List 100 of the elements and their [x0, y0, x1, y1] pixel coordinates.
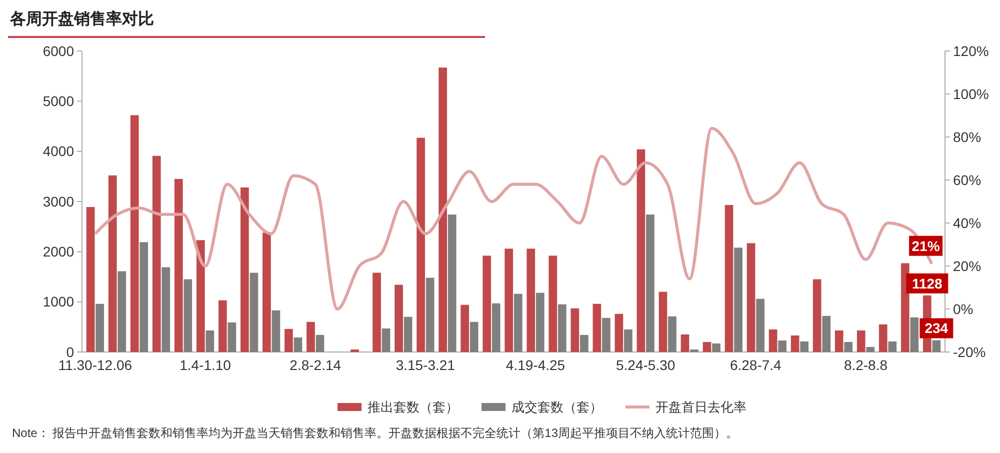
bar	[690, 349, 698, 352]
y2-tick-label: 60%	[953, 172, 982, 188]
y-tick-label: 0	[66, 344, 74, 360]
bar	[250, 272, 258, 352]
bar	[404, 316, 412, 352]
x-tick-label: 6.28-7.4	[730, 357, 782, 373]
legend-label: 成交套数（套）	[512, 400, 602, 415]
bar	[86, 207, 95, 352]
bar	[228, 322, 236, 352]
bar	[646, 214, 654, 352]
y2-tick-label: -20%	[953, 344, 986, 360]
x-tick-label: 8.2-8.8	[844, 357, 888, 373]
bar	[680, 334, 690, 352]
bar	[482, 256, 492, 352]
bar	[316, 334, 324, 352]
bar	[734, 248, 742, 352]
bar	[614, 314, 624, 352]
bar	[636, 149, 646, 352]
bar	[152, 156, 161, 352]
data-label: 21%	[912, 238, 940, 254]
bar	[702, 342, 712, 352]
bar	[712, 343, 720, 352]
bar	[514, 294, 522, 352]
bar	[438, 68, 447, 352]
bar	[624, 329, 632, 352]
bar	[888, 341, 897, 352]
x-tick-label: 5.24-5.30	[616, 357, 676, 373]
bar	[536, 292, 544, 352]
bar	[416, 138, 425, 352]
bar	[196, 240, 205, 352]
bar	[174, 178, 183, 352]
y2-tick-label: 100%	[953, 86, 989, 102]
bar	[140, 242, 148, 352]
text: Note： 报告中开盘销售套数和销售率均为开盘当天销售套数和销售率。开盘数据根据不完全统计（第13周起平推项目不纳入统计范围）。	[12, 426, 738, 440]
bar	[746, 243, 756, 352]
bar	[426, 278, 434, 352]
bar	[790, 335, 800, 352]
bar	[130, 115, 139, 352]
bar	[162, 267, 170, 352]
bar	[856, 330, 866, 352]
x-tick-label: 1.4-1.10	[180, 357, 232, 373]
bar	[812, 279, 822, 352]
legend-label: 推出套数（套）	[368, 400, 458, 415]
bar	[756, 298, 764, 352]
bar	[900, 263, 910, 352]
bar	[668, 316, 676, 352]
y-tick-label: 3000	[42, 193, 74, 210]
bar	[778, 340, 786, 352]
bar	[350, 349, 359, 352]
bar	[372, 272, 381, 352]
legend-label: 开盘首日去化率	[656, 400, 746, 415]
bar	[526, 248, 536, 352]
bar	[262, 232, 271, 352]
bar	[602, 318, 610, 352]
y-tick-label: 1000	[42, 294, 74, 310]
bar	[470, 322, 478, 352]
y-tick-label: 2000	[42, 244, 74, 260]
bar	[558, 304, 566, 352]
y-tick-label: 5000	[42, 93, 74, 110]
bar	[394, 284, 403, 352]
bar	[822, 316, 831, 352]
bar	[294, 337, 302, 352]
bar	[548, 256, 558, 352]
bar	[866, 346, 875, 352]
y2-tick-label: 20%	[953, 258, 982, 274]
x-tick-label: 11.30-12.06	[58, 357, 132, 373]
bar	[118, 271, 126, 352]
bar	[460, 304, 470, 352]
bar	[448, 214, 456, 352]
bar	[844, 342, 853, 352]
bar	[504, 248, 514, 352]
y2-tick-label: 80%	[953, 128, 982, 145]
bar	[932, 340, 941, 352]
bar	[272, 310, 280, 352]
x-tick-label: 3.15-3.21	[396, 357, 456, 373]
bar	[878, 324, 888, 352]
x-tick-label: 2.8-2.14	[290, 357, 342, 373]
chart-title: 各周开盘销售率对比	[9, 9, 154, 28]
bar	[206, 330, 214, 352]
bar	[240, 187, 249, 352]
y2-tick-label: 120%	[953, 42, 989, 59]
bar	[834, 330, 844, 352]
bar	[96, 304, 104, 352]
bar	[492, 303, 500, 352]
bar	[658, 292, 668, 352]
bar	[768, 329, 778, 352]
bar	[218, 300, 227, 352]
bar	[184, 279, 192, 352]
bar	[580, 334, 588, 352]
bar	[570, 308, 580, 352]
bar	[800, 341, 809, 352]
bar	[910, 317, 919, 352]
bar	[592, 304, 602, 352]
bar	[382, 328, 390, 352]
data-label: 234	[924, 320, 948, 336]
bar	[108, 175, 117, 352]
y2-tick-label: 0%	[953, 300, 974, 317]
x-tick-label: 4.19-4.25	[506, 357, 566, 373]
bar	[724, 205, 734, 352]
data-label: 1128	[912, 275, 943, 292]
